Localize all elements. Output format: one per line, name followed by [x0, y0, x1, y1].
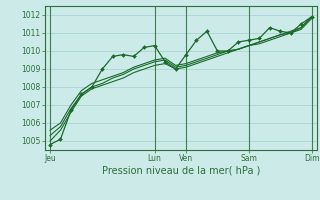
X-axis label: Pression niveau de la mer( hPa ): Pression niveau de la mer( hPa ) [102, 166, 260, 176]
